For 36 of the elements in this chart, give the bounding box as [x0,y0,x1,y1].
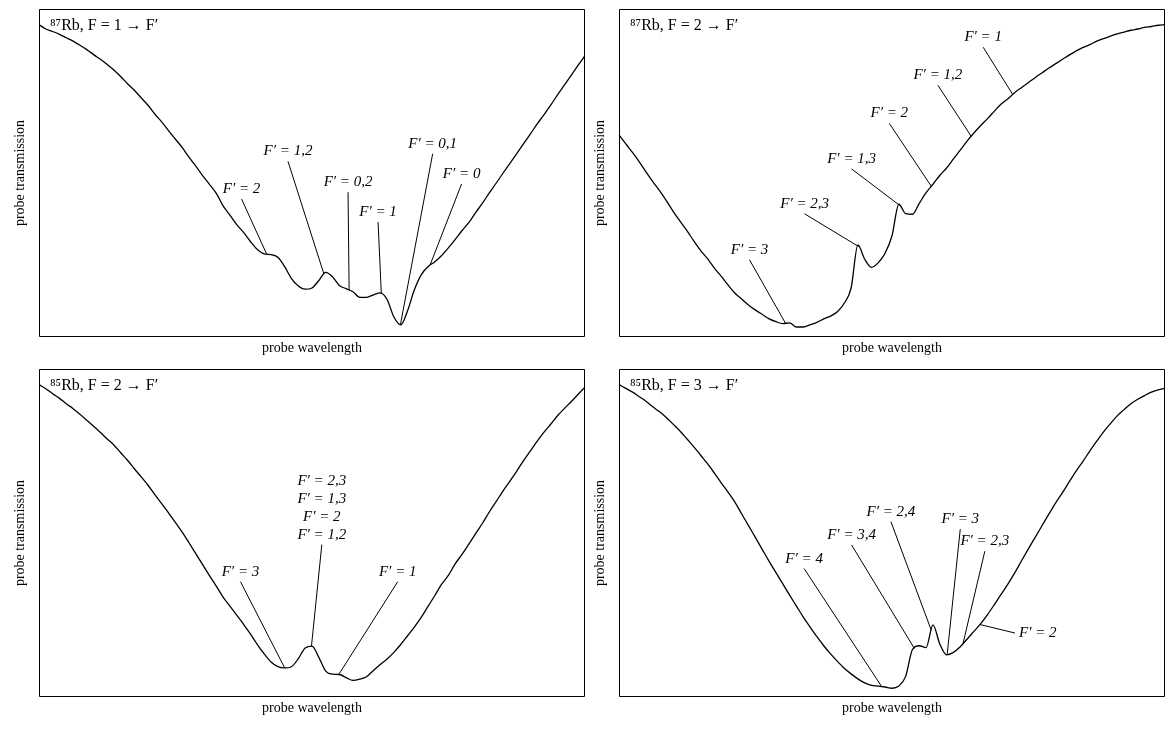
x-axis-title: probe wavelength [841,340,943,356]
x-axis-title: probe wavelength [841,700,943,716]
annotation: F′ = 2,3 [779,194,830,211]
annotation: F′ = 2 [221,180,261,197]
y-axis-title: probe transmission [12,119,28,227]
annotation: F′ = 1,3 [296,490,347,507]
annotation: F′ = 3,4 [826,525,877,542]
annotation: F′ = 2 [869,104,909,121]
y-axis-title: probe transmission [592,119,608,227]
annotation: F′ = 1,2 [912,66,963,83]
annotation: F′ = 2,4 [865,502,916,519]
y-axis-title: probe transmission [12,479,28,587]
x-axis-title: probe wavelength [261,700,363,716]
annotation: F′ = 2,3 [959,532,1010,549]
annotation: F′ = 3 [220,562,260,579]
annotation: F′ = 1,2 [296,525,347,542]
annotation: F′ = 0 [441,164,481,181]
y-axis-title: probe transmission [592,479,608,587]
chart-title: ⁸⁵Rb, F = 2 → F′ [50,376,159,394]
annotation: F′ = 1,2 [262,142,313,159]
annotation: F′ = 1 [377,562,417,579]
annotation: F′ = 2,3 [296,472,347,489]
annotation: F′ = 0,1 [407,134,458,151]
chart-title: ⁸⁵Rb, F = 3 → F′ [630,376,739,394]
annotation: F′ = 3 [940,510,980,527]
annotation: F′ = 2 [1017,623,1058,640]
x-axis-title: probe wavelength [261,340,363,356]
annotation: F′ = 0,2 [322,173,373,190]
annotation: F′ = 2 [302,507,342,524]
chart-title: ⁸⁷Rb, F = 1 → F′ [50,16,159,34]
annotation: F′ = 4 [784,549,824,566]
chart-title: ⁸⁷Rb, F = 2 → F′ [630,16,739,34]
annotation: F′ = 3 [729,240,769,257]
annotation: F′ = 1,3 [826,149,877,166]
annotation: F′ = 1 [358,202,397,219]
annotation: F′ = 1 [963,28,1002,45]
